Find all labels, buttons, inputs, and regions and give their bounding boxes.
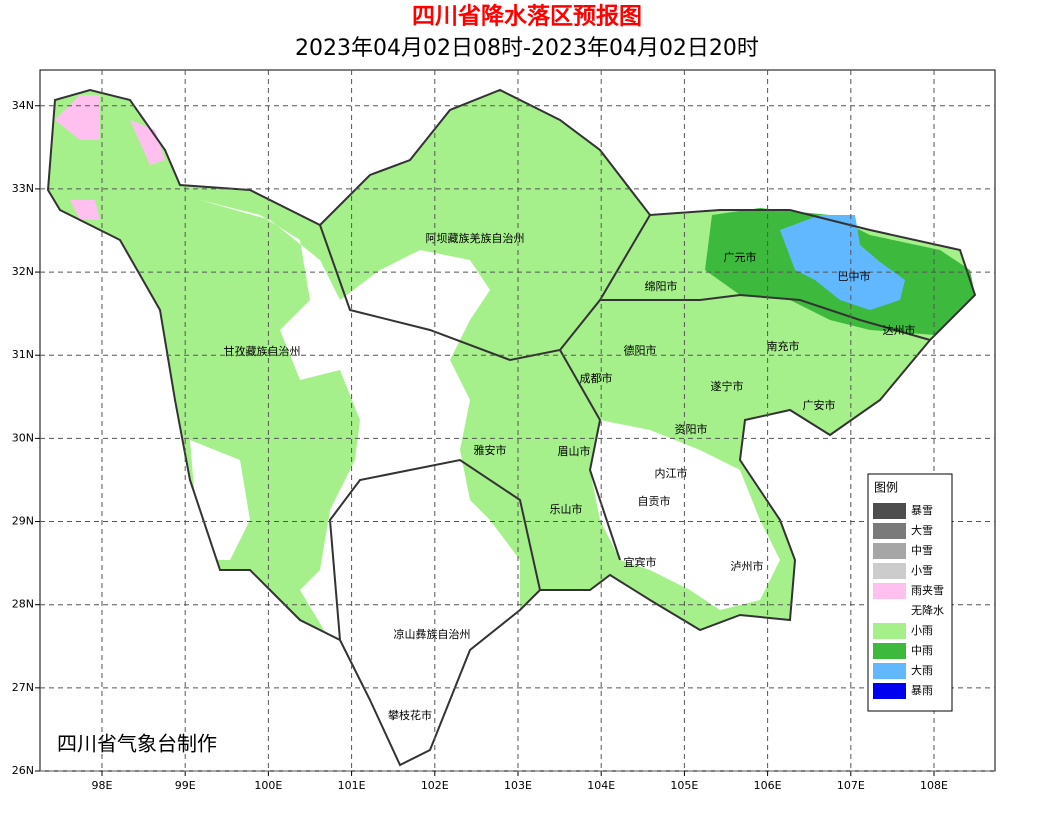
no-rain-area — [200, 200, 520, 765]
legend-swatch — [873, 623, 906, 639]
legend-label: 无降水 — [911, 603, 944, 617]
x-tick-label: 103E — [504, 779, 532, 792]
legend-title: 图例 — [874, 481, 898, 495]
region-label: 绵阳市 — [645, 279, 678, 293]
legend-swatch — [873, 683, 906, 699]
region-label: 乐山市 — [550, 502, 583, 516]
x-tick-label: 105E — [670, 779, 698, 792]
legend-label: 大雨 — [911, 663, 933, 677]
region-label: 阿坝藏族羌族自治州 — [426, 231, 525, 245]
x-tick-label: 104E — [587, 779, 615, 792]
x-tick-label: 107E — [837, 779, 865, 792]
region-label: 雅安市 — [474, 443, 507, 457]
region-label: 遂宁市 — [711, 379, 744, 393]
y-tick-label: 27N — [12, 681, 34, 694]
legend-label: 暴雨 — [911, 684, 933, 697]
legend-swatch — [873, 643, 906, 659]
subtitle: 2023年04月02日08时-2023年04月02日20时 — [295, 36, 759, 61]
y-tick-label: 34N — [12, 99, 34, 112]
sleet-area — [130, 120, 165, 165]
credit: 四川省气象台制作 — [57, 732, 217, 756]
legend-swatch — [873, 663, 906, 679]
no-rain-area — [190, 440, 250, 560]
region-label: 达州市 — [883, 323, 916, 337]
x-tick-label: 106E — [754, 779, 782, 792]
region-label: 德阳市 — [624, 343, 657, 357]
sleet-area — [70, 200, 100, 220]
legend-swatch — [873, 583, 906, 599]
graticule: 98E 99E 100E 101E 102E 103E 104E 105E 106E 107E 10… — [12, 70, 995, 792]
legend-swatch — [873, 523, 906, 539]
no-rain-area — [590, 420, 780, 610]
legend-label: 大雪 — [911, 523, 933, 537]
title: 四川省降水落区预报图 — [412, 4, 642, 30]
region-label: 自贡市 — [638, 494, 671, 508]
region-border — [600, 293, 931, 341]
region-label: 广元市 — [724, 250, 757, 264]
legend-swatch — [873, 563, 906, 579]
region-label: 成都市 — [580, 371, 613, 385]
region-label: 南充市 — [767, 339, 800, 353]
region-label: 凉山彝族自治州 — [394, 627, 471, 641]
region-label: 内江市 — [655, 466, 688, 480]
heavy-rain-area — [780, 215, 905, 310]
region-label: 广安市 — [803, 398, 836, 412]
region-labels: 阿坝藏族羌族自治州 甘孜藏族自治州 广元市 巴中市 绵阳市 南充市 达州市 德阳… — [224, 231, 916, 722]
x-tick-label: 100E — [254, 779, 282, 792]
region-label: 泸州市 — [731, 559, 764, 573]
y-tick-label: 29N — [12, 515, 34, 528]
y-tick-label: 33N — [12, 182, 34, 195]
legend-label: 中雨 — [911, 644, 933, 657]
region-label: 攀枝花市 — [388, 708, 432, 722]
region-label: 资阳市 — [675, 422, 708, 436]
x-tick-label: 99E — [175, 779, 196, 792]
region-label: 甘孜藏族自治州 — [224, 344, 301, 358]
region-label: 眉山市 — [558, 444, 591, 458]
legend-swatch — [873, 543, 906, 559]
y-tick-label: 31N — [12, 348, 34, 361]
x-tick-label: 108E — [920, 779, 948, 792]
legend-label: 小雪 — [911, 564, 933, 577]
legend-swatch — [873, 503, 906, 519]
x-tick-label: 101E — [338, 779, 366, 792]
x-tick-label: 102E — [421, 779, 449, 792]
y-tick-label: 30N — [12, 431, 34, 444]
region-label: 宜宾市 — [624, 555, 657, 569]
legend-label: 暴雪 — [911, 504, 933, 517]
legend-label: 雨夹雪 — [911, 584, 944, 597]
legend-label: 小雨 — [911, 624, 933, 637]
y-tick-label: 32N — [12, 265, 34, 278]
x-tick-label: 98E — [92, 779, 113, 792]
map-shapes — [46, 88, 977, 767]
region-label: 巴中市 — [838, 269, 871, 283]
legend-label: 中雪 — [911, 544, 933, 557]
legend-swatch — [873, 603, 906, 619]
y-tick-label: 28N — [12, 598, 34, 611]
region-border — [559, 349, 621, 561]
region-border — [328, 458, 541, 641]
y-tick-label: 26N — [12, 764, 34, 777]
